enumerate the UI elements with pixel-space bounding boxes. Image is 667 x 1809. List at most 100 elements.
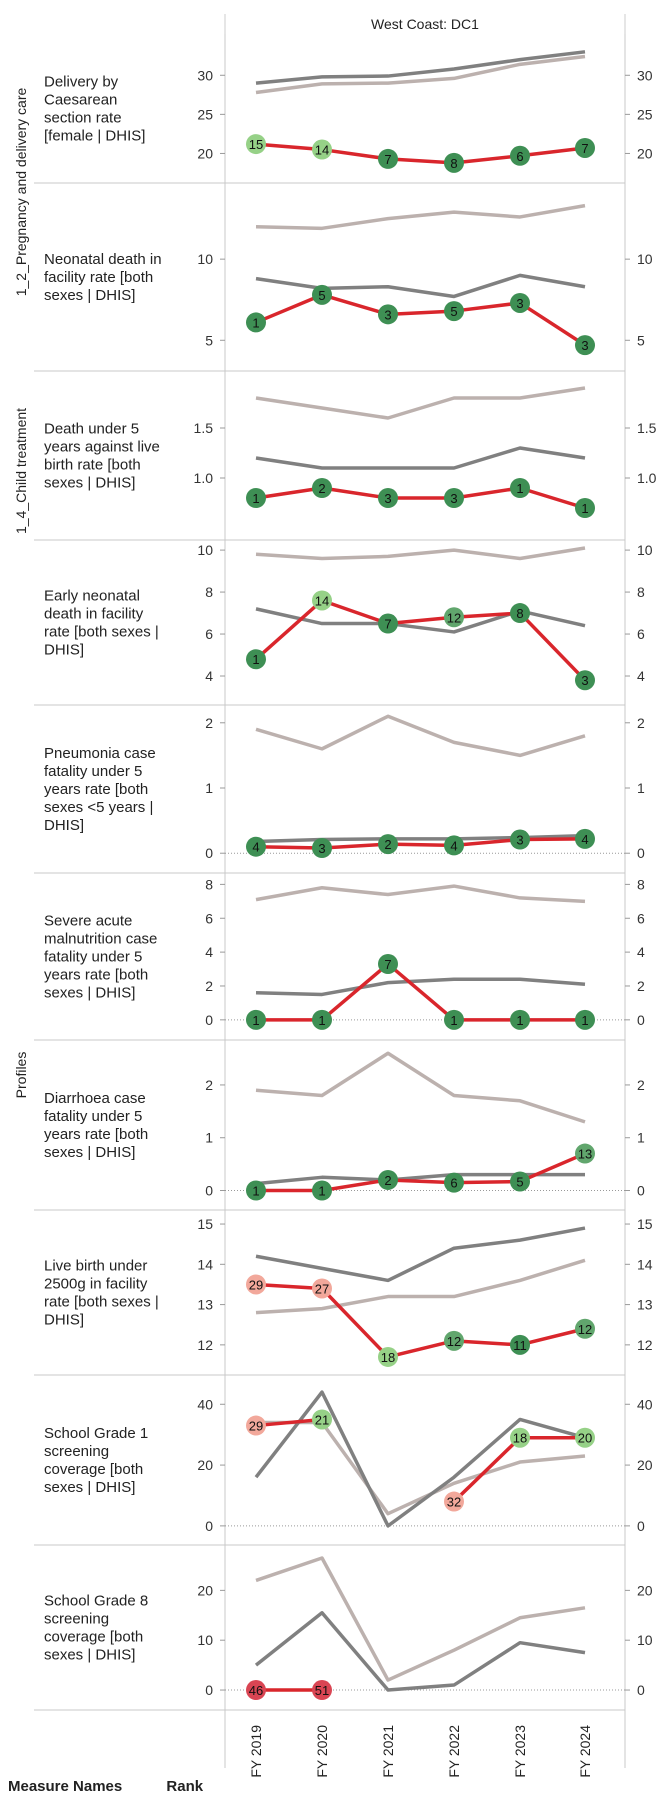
row-title-line: Early neonatal — [44, 588, 140, 605]
rank-label: 29 — [249, 1419, 263, 1434]
rank-label: 2 — [318, 481, 325, 496]
row-title-line: sexes | DHIS] — [44, 475, 135, 492]
y-tick-label-right: 1.5 — [637, 420, 657, 436]
rank-label: 4 — [450, 838, 457, 853]
rank-label: 13 — [578, 1147, 592, 1162]
y-tick-label-right: 4 — [637, 944, 645, 960]
rank-label: 46 — [249, 1683, 263, 1698]
row-title-line: Caesarean — [44, 92, 117, 109]
rank-marker — [510, 1427, 530, 1448]
rank-marker — [510, 478, 530, 498]
row-title-line: fatality under 5 — [44, 1108, 142, 1125]
rank-marker — [575, 1427, 595, 1448]
y-tick-label-left: 1 — [205, 780, 213, 796]
y-tick-label-left: 6 — [205, 626, 213, 642]
rank-marker — [312, 284, 332, 305]
rank-label: 5 — [450, 304, 457, 319]
rank-label: 1 — [581, 1013, 588, 1028]
y-tick-label-right: 10 — [637, 251, 653, 267]
series-light-line — [255, 386, 586, 420]
rank-label: 6 — [450, 1176, 457, 1191]
series-dark-line — [255, 607, 586, 634]
series-light-line — [255, 1051, 586, 1124]
rank-label: 3 — [318, 841, 325, 856]
series-district-line — [256, 1151, 586, 1193]
y-tick-label-left: 13 — [197, 1297, 213, 1313]
series-district-line — [255, 1417, 323, 1428]
rank-marker — [378, 1346, 398, 1367]
rank-marker — [444, 301, 464, 322]
rank-label: 20 — [578, 1431, 592, 1446]
rank-label: 27 — [315, 1281, 329, 1296]
rank-label: 1 — [252, 315, 259, 330]
y-tick-label-left: 0 — [205, 1012, 213, 1028]
rank-marker — [246, 488, 266, 508]
series-light-line — [256, 1420, 586, 1516]
rank-marker — [510, 829, 530, 850]
series-district-line — [256, 962, 585, 1022]
rank-label: 12 — [447, 1334, 461, 1349]
rank-label: 3 — [384, 307, 391, 322]
rank-label: 18 — [381, 1350, 395, 1365]
row-title-line: DHIS] — [44, 642, 84, 659]
row-title-line: years rate [both — [44, 781, 148, 798]
row-title-line: DHIS] — [44, 1312, 84, 1329]
y-tick-label-left: 1 — [205, 1130, 213, 1146]
series-dark-line — [255, 446, 586, 470]
rank-marker — [444, 488, 464, 508]
row-title-line: rate [both sexes | — [44, 1294, 159, 1311]
y-tick-label-left: 2 — [205, 978, 213, 994]
row-title-line: Death under 5 — [44, 421, 139, 438]
row-title-line: death in facility — [44, 606, 144, 623]
series-district-line — [255, 1282, 586, 1359]
rank-label: 1 — [581, 501, 588, 516]
y-tick-label-left: 15 — [197, 1216, 213, 1232]
y-tick-label-left: 12 — [197, 1337, 213, 1353]
rank-label: 1 — [252, 491, 259, 506]
rank-marker — [510, 1171, 530, 1192]
rank-marker — [378, 148, 398, 169]
rank-marker — [510, 603, 530, 624]
series-light-line — [255, 1258, 586, 1315]
row-title-line: Neonatal death in — [44, 251, 162, 268]
series-dark-line — [255, 833, 586, 844]
rank-marker — [444, 607, 464, 628]
row-title-line: malnutrition case — [44, 931, 157, 948]
rank-marker — [575, 1318, 595, 1339]
y-tick-label-right: 0 — [637, 1518, 645, 1534]
row-title-line: DHIS] — [44, 817, 84, 834]
row-title-line: birth rate [both — [44, 457, 141, 474]
rank-label: 1 — [516, 481, 523, 496]
y-tick-label-right: 40 — [637, 1396, 653, 1412]
row-title-line: screening — [44, 1611, 109, 1628]
y-tick-label-right: 20 — [637, 1457, 653, 1473]
y-tick-label-left: 10 — [197, 251, 213, 267]
series-district-line — [255, 486, 586, 510]
rank-label: 3 — [581, 338, 588, 353]
y-tick-label-right: 20 — [637, 145, 653, 161]
y-tick-label-left: 5 — [205, 332, 213, 348]
rank-label: 11 — [513, 1338, 527, 1353]
rank-label: 5 — [318, 288, 325, 303]
y-tick-label-right: 0 — [637, 1183, 645, 1199]
rank-marker — [312, 139, 332, 160]
rank-marker — [575, 1009, 595, 1030]
y-tick-label-right: 0 — [637, 845, 645, 861]
rank-marker — [246, 134, 266, 155]
y-tick-label-right: 2 — [637, 978, 645, 994]
rank-marker — [246, 1415, 266, 1436]
rank-label: 12 — [578, 1322, 592, 1337]
rank-label: 2 — [384, 1173, 391, 1188]
rank-marker — [312, 478, 332, 498]
rank-marker — [510, 145, 530, 166]
series-district-line — [255, 837, 586, 850]
rank-label: 1 — [318, 1013, 325, 1028]
y-tick-label-right: 20 — [637, 1582, 653, 1598]
x-tick-label: FY 2023 — [512, 1725, 528, 1778]
y-tick-label-left: 0 — [205, 1183, 213, 1199]
rank-marker — [378, 1169, 398, 1190]
series-dark-line — [255, 977, 586, 997]
x-tick-label: FY 2024 — [577, 1725, 593, 1778]
y-tick-label-left: 0 — [205, 1518, 213, 1534]
rank-label: 12 — [447, 610, 461, 625]
